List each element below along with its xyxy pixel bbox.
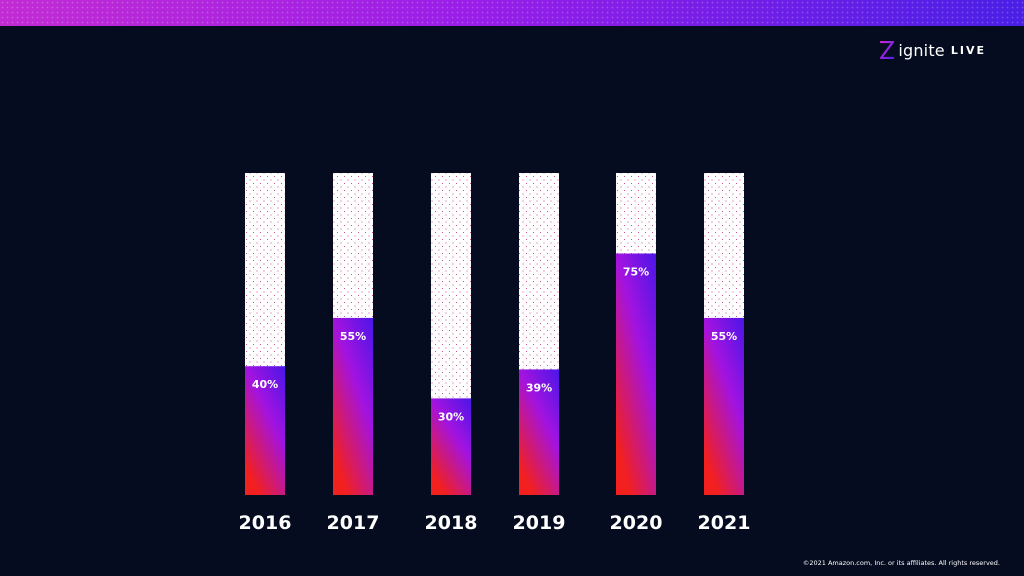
x-tick-label-2016: 2016 xyxy=(239,512,292,534)
bar-value-label-2021: 55% xyxy=(711,330,737,343)
ignite-live-logo: ignite LIVE xyxy=(880,40,986,60)
bar-value-label-2016: 40% xyxy=(252,378,278,391)
bar-value-label-2018: 30% xyxy=(438,410,464,423)
logo-wordmark: ignite xyxy=(898,40,945,60)
bars-group: 40% 2016 55% 2017 30% 2018 39% 2019 75% 2020 55% 20… xyxy=(239,173,751,534)
bar-2020 xyxy=(616,253,656,495)
copyright-footer: ©2021 Amazon.com, Inc. or its affiliates… xyxy=(802,559,1000,567)
bar-2019 xyxy=(519,369,559,495)
bar-2017 xyxy=(333,317,373,495)
bar-2021 xyxy=(704,317,744,495)
x-tick-label-2021: 2021 xyxy=(698,512,751,534)
bar-value-label-2019: 39% xyxy=(526,381,552,394)
x-tick-label-2019: 2019 xyxy=(513,512,566,534)
bar-2018 xyxy=(431,398,471,495)
logo-live-text: LIVE xyxy=(950,43,986,57)
top-decorative-band xyxy=(0,0,1024,26)
x-tick-label-2017: 2017 xyxy=(327,512,380,534)
ignite-logo-icon xyxy=(880,41,895,59)
bar-value-label-2017: 55% xyxy=(340,330,366,343)
x-tick-label-2018: 2018 xyxy=(425,512,478,534)
bar-2016 xyxy=(245,366,285,495)
x-tick-label-2020: 2020 xyxy=(610,512,663,534)
bar-value-label-2020: 75% xyxy=(623,266,649,279)
